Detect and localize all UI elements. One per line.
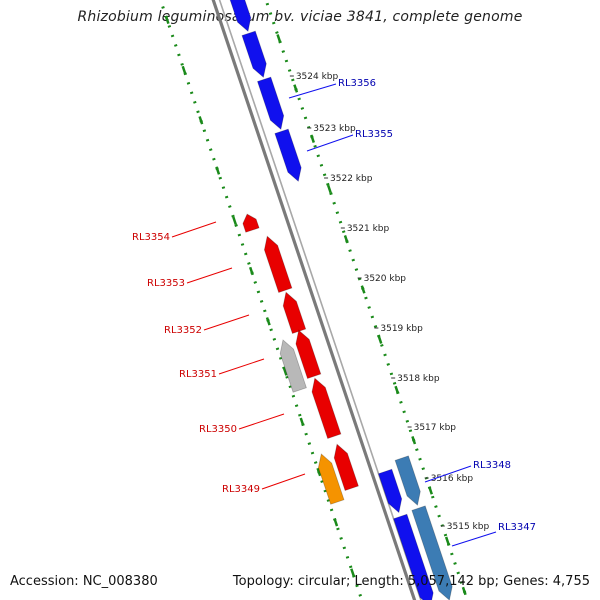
forward-gene-arrow [229, 0, 252, 33]
scale-tick-label: 3523 kbp [313, 124, 356, 134]
track-major-tick [411, 436, 417, 445]
gene-leader-line [288, 83, 337, 99]
reverse-gene-label: RL3349 [222, 484, 260, 495]
reverse-gene-arrow [317, 453, 345, 505]
track-major-tick [215, 166, 221, 175]
forward-gene-arrow [256, 76, 285, 131]
reverse-gene-arrow [295, 329, 322, 380]
gene-leader-line [238, 413, 285, 430]
track-major-tick [198, 116, 204, 125]
scale-tick-label: 3524 kbp [296, 72, 339, 82]
map-title: Rhizobium leguminosarum bv. viciae 3841,… [77, 9, 523, 25]
track-major-tick [310, 134, 315, 143]
reverse-gene-arrow [311, 377, 342, 440]
track-major-tick [299, 417, 305, 426]
reverse-gene-arrow [263, 235, 293, 294]
scale-tick-label: 3519 kbp [380, 324, 423, 334]
track-major-tick [350, 568, 356, 577]
scale-tick-label: 3521 kbp [347, 224, 390, 234]
genome-stats-text: Topology: circular; Length: 5,057,142 bp… [232, 574, 590, 589]
forward-gene-label: RL3355 [355, 129, 393, 140]
scale-tick-label: 3516 kbp [431, 474, 474, 484]
gene-leader-line [203, 314, 250, 331]
gene-leader-line [306, 134, 354, 152]
forward-gene-label: RL3347 [498, 522, 536, 533]
forward-gene-arrow [394, 455, 421, 506]
gene-leader-line [186, 267, 233, 284]
track-major-tick [164, 15, 170, 25]
track-major-tick [444, 536, 450, 545]
track-major-tick [293, 84, 299, 93]
track-major-tick [394, 385, 400, 395]
scale-tick-label: 3515 kbp [447, 522, 490, 532]
gene-leader-line [218, 358, 265, 375]
track-major-tick [265, 317, 271, 326]
reverse-gene-label: RL3352 [164, 325, 202, 336]
backbone-inner-line [218, 0, 422, 600]
forward-gene-arrow [241, 30, 267, 79]
reverse-gene-arrow [279, 339, 307, 393]
scale-tick-label: 3518 kbp [397, 374, 440, 384]
reverse-gene-arrow [282, 291, 307, 335]
forward-gene-arrow [274, 128, 302, 183]
reverse-gene-label: RL3354 [132, 232, 170, 243]
track-major-tick [343, 235, 349, 244]
scale-tick-label: 3517 kbp [414, 423, 457, 433]
track-major-tick [428, 486, 433, 495]
reverse-gene-label: RL3351 [179, 369, 217, 380]
forward-gene-arrow [411, 505, 453, 600]
track-major-tick [333, 518, 339, 527]
gene-leader-line [171, 221, 217, 238]
track-major-tick [377, 335, 383, 344]
track-major-tick [282, 367, 288, 376]
forward-gene-label: RL3348 [473, 460, 511, 471]
forward-gene-arrow [377, 468, 403, 514]
track-major-tick [232, 216, 238, 225]
track-major-tick [316, 467, 322, 477]
gene-leader-line [261, 473, 306, 490]
track-major-tick [248, 266, 254, 276]
track-major-tick [181, 65, 187, 75]
reverse-gene-label: RL3350 [199, 424, 237, 435]
backbone-line [211, 0, 417, 600]
track-major-tick [461, 586, 467, 596]
track-major-tick [276, 34, 282, 43]
scale-tick-label: 3520 kbp [364, 274, 407, 284]
gene-leader-line [451, 531, 497, 547]
reverse-gene-label: RL3353 [147, 278, 185, 289]
gene-leader-line [424, 465, 472, 483]
track-major-tick [326, 184, 332, 194]
forward-gene-label: RL3356 [338, 78, 376, 89]
track-major-tick [360, 285, 366, 294]
accession-text: Accession: NC_008380 [10, 574, 158, 589]
scale-tick-label: 3522 kbp [330, 174, 373, 184]
reverse-gene-arrow [333, 443, 359, 492]
reverse-gene-arrow [242, 213, 260, 233]
